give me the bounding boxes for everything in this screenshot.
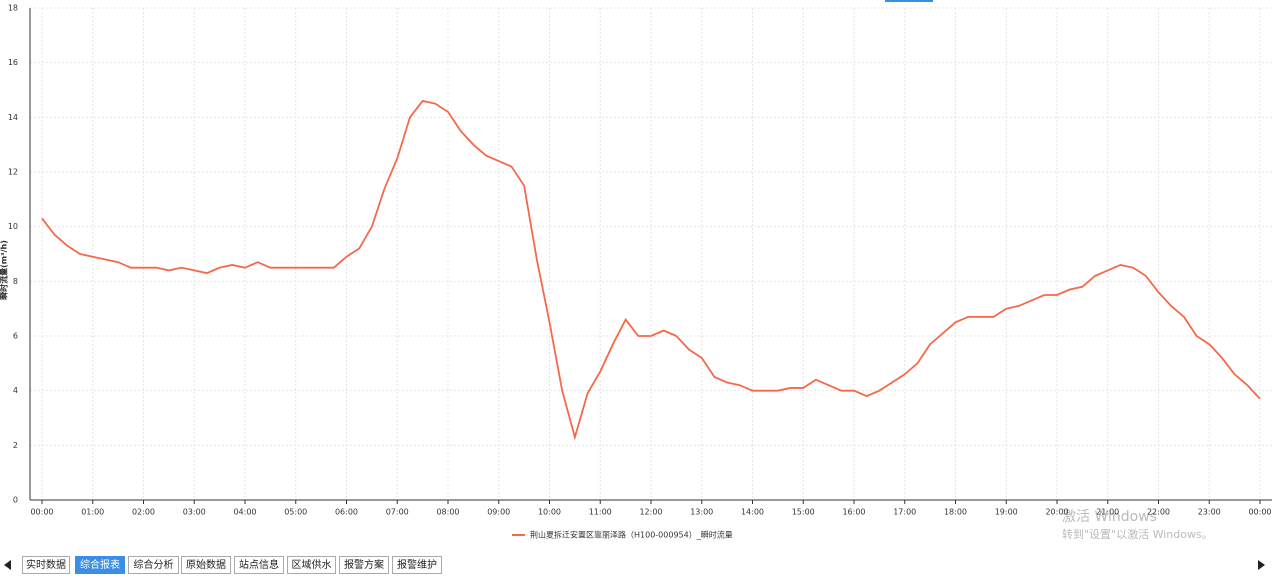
x-tick-label: 18:00 bbox=[944, 508, 967, 517]
legend-label: 荆山夏拆迁安置区靠丽泽路（H100-000954）_瞬时流量 bbox=[530, 530, 733, 540]
y-tick-label: 10 bbox=[8, 222, 18, 231]
tab[interactable]: 站点信息 bbox=[234, 556, 284, 574]
tab[interactable]: 报警维护 bbox=[392, 556, 442, 574]
data-line bbox=[41, 99, 1261, 441]
chart: 瞬时流量(m³/h) 激活 Windows 转到"设置"以激活 Windows。… bbox=[0, 0, 1272, 541]
tab[interactable]: 原始数据 bbox=[181, 556, 231, 574]
tab-bar: 实时数据 综合报表 综合分析 原始数据 站点信息 区域供水 报警方案 报警维护 bbox=[0, 548, 1280, 578]
y-axis-label: 瞬时流量(m³/h) bbox=[0, 240, 9, 300]
x-tick-label: 04:00 bbox=[233, 508, 256, 517]
x-tick-label: 11:00 bbox=[589, 508, 612, 517]
tab[interactable]: 报警方案 bbox=[339, 556, 389, 574]
x-tick-label: 16:00 bbox=[842, 508, 865, 517]
x-tick-label: 06:00 bbox=[335, 508, 358, 517]
y-tick-label: 12 bbox=[8, 168, 18, 177]
x-tick-label: 00:00 bbox=[1248, 508, 1271, 517]
x-tick-label: 08:00 bbox=[436, 508, 459, 517]
x-tick-label: 22:00 bbox=[1147, 508, 1170, 517]
tab[interactable]: 综合分析 bbox=[128, 556, 179, 574]
tab[interactable]: 区域供水 bbox=[287, 556, 336, 574]
y-tick-label: 4 bbox=[13, 386, 18, 395]
y-tick-label: 6 bbox=[13, 332, 18, 341]
y-tick-label: 14 bbox=[8, 113, 18, 122]
x-tick-label: 10:00 bbox=[538, 508, 561, 517]
y-tick-label: 16 bbox=[8, 58, 18, 67]
tab[interactable]: 综合报表 bbox=[75, 556, 125, 574]
x-tick-label: 19:00 bbox=[995, 508, 1018, 517]
x-tick-label: 21:00 bbox=[1096, 508, 1119, 517]
y-tick-label: 2 bbox=[13, 441, 18, 450]
x-tick-label: 20:00 bbox=[1045, 508, 1068, 517]
x-tick-label: 17:00 bbox=[893, 508, 916, 517]
next-arrow[interactable] bbox=[1258, 560, 1265, 570]
x-tick-label: 05:00 bbox=[284, 508, 307, 517]
watermark-subtitle: 转到"设置"以激活 Windows。 bbox=[1062, 527, 1213, 541]
x-tick-label: 01:00 bbox=[81, 508, 104, 517]
prev-arrow[interactable] bbox=[4, 560, 11, 570]
tab[interactable]: 实时数据 bbox=[22, 556, 70, 574]
top-indicator bbox=[885, 0, 933, 2]
x-tick-label: 14:00 bbox=[741, 508, 764, 517]
x-tick-label: 09:00 bbox=[487, 508, 510, 517]
watermark-title: 激活 Windows bbox=[1062, 508, 1157, 525]
y-tick-label: 8 bbox=[13, 277, 18, 286]
x-tick-label: 03:00 bbox=[183, 508, 206, 517]
x-tick-label: 13:00 bbox=[690, 508, 713, 517]
x-tick-label: 12:00 bbox=[639, 508, 662, 517]
x-tick-label: 02:00 bbox=[132, 508, 155, 517]
x-tick-label: 23:00 bbox=[1198, 508, 1221, 517]
x-tick-label: 15:00 bbox=[792, 508, 815, 517]
x-tick-label: 00:00 bbox=[30, 508, 53, 517]
x-tick-label: 07:00 bbox=[386, 508, 409, 517]
y-tick-label: 18 bbox=[8, 4, 18, 13]
y-tick-label: 0 bbox=[13, 496, 18, 505]
